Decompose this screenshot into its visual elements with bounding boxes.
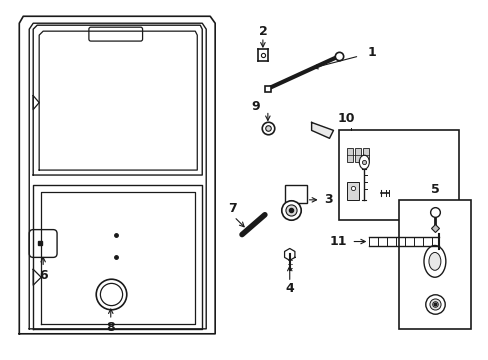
Ellipse shape [359, 155, 368, 169]
Text: 5: 5 [429, 183, 438, 196]
Bar [398, 200, 470, 329]
Text: 1: 1 [366, 46, 375, 59]
Text: 4: 4 [285, 282, 293, 294]
Text: 7: 7 [227, 202, 236, 215]
Bar [284, 185, 306, 203]
Bar [346, 182, 359, 200]
Polygon shape [311, 122, 333, 138]
Text: 8: 8 [106, 321, 115, 334]
Bar [346, 148, 353, 162]
Bar [363, 148, 368, 162]
Text: 11: 11 [329, 235, 346, 248]
FancyBboxPatch shape [29, 230, 57, 257]
Text: 3: 3 [324, 193, 332, 206]
Text: 9: 9 [251, 100, 260, 113]
Bar [339, 130, 458, 220]
Bar [355, 148, 361, 162]
Text: 10: 10 [337, 112, 354, 125]
Ellipse shape [428, 252, 440, 270]
Ellipse shape [423, 246, 445, 277]
Text: 6: 6 [39, 269, 47, 282]
Text: 2: 2 [258, 24, 267, 38]
